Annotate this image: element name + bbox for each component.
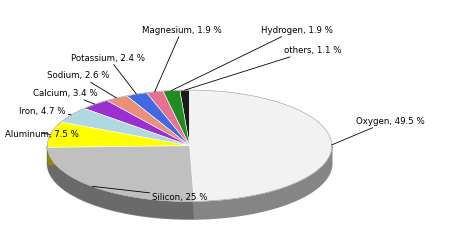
Text: Magnesium, 1.9 %: Magnesium, 1.9 % xyxy=(142,26,222,92)
Text: Calcium, 3.4 %: Calcium, 3.4 % xyxy=(33,89,98,105)
Text: Iron, 4.7 %: Iron, 4.7 % xyxy=(19,106,71,115)
Polygon shape xyxy=(163,91,190,146)
Polygon shape xyxy=(47,146,194,202)
Text: Oxygen, 49.5 %: Oxygen, 49.5 % xyxy=(332,116,424,145)
Polygon shape xyxy=(47,146,332,219)
Polygon shape xyxy=(146,92,190,146)
Polygon shape xyxy=(47,122,190,148)
Polygon shape xyxy=(47,146,190,166)
Polygon shape xyxy=(127,93,190,146)
Polygon shape xyxy=(190,91,332,202)
Polygon shape xyxy=(47,146,190,166)
Polygon shape xyxy=(194,147,332,219)
Polygon shape xyxy=(47,148,194,219)
Text: Aluminum, 7.5 %: Aluminum, 7.5 % xyxy=(5,129,79,138)
Polygon shape xyxy=(61,109,190,146)
Text: Silicon, 25 %: Silicon, 25 % xyxy=(92,186,208,201)
Text: Potassium, 2.4 %: Potassium, 2.4 % xyxy=(71,53,145,95)
Text: Hydrogen, 1.9 %: Hydrogen, 1.9 % xyxy=(171,26,333,91)
Text: Sodium, 2.6 %: Sodium, 2.6 % xyxy=(47,71,117,99)
Polygon shape xyxy=(190,146,194,219)
Polygon shape xyxy=(180,91,190,146)
Polygon shape xyxy=(190,146,194,219)
Polygon shape xyxy=(84,101,190,146)
Polygon shape xyxy=(107,97,190,146)
Text: others, 1.1 %: others, 1.1 % xyxy=(185,46,342,91)
